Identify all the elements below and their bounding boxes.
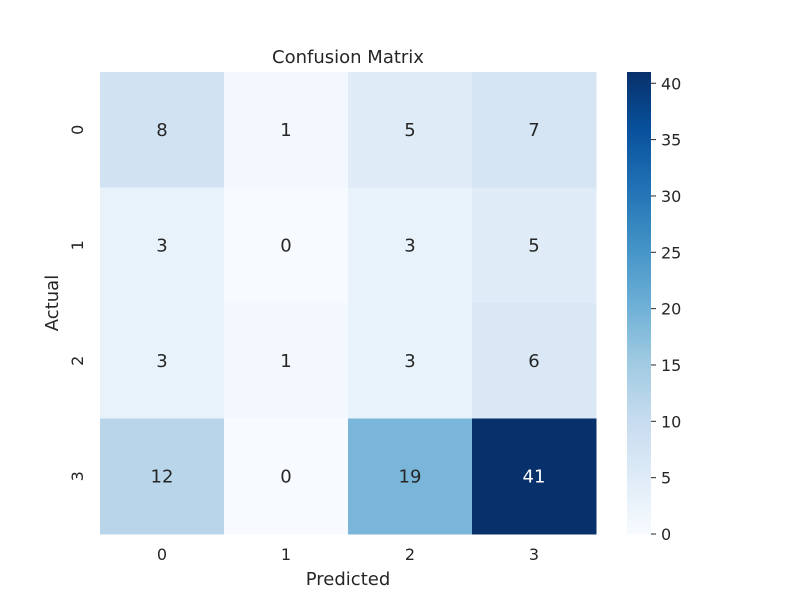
heatmap-cell [472, 187, 597, 304]
heatmap-cell [100, 72, 225, 188]
y-tick-label: 2 [68, 356, 87, 366]
heatmap-cell [100, 418, 225, 535]
y-tick-label: 0 [68, 125, 87, 135]
heatmap-cell [100, 187, 225, 304]
heatmap-cell-label: 12 [151, 466, 174, 487]
x-tick-label: 1 [281, 545, 291, 564]
colorbar-tick-label: 35 [661, 131, 681, 150]
heatmap-cell [224, 303, 349, 419]
heatmap-cell-label: 41 [523, 466, 546, 487]
heatmap-cell [472, 418, 597, 535]
y-tick-label: 1 [68, 240, 87, 250]
heatmap-cell-label: 3 [156, 351, 167, 372]
heatmap-cell-label: 8 [156, 120, 167, 141]
heatmap-cell [348, 418, 473, 535]
heatmap-cell [348, 72, 473, 188]
y-axis-ticks: 0 1 2 3 [68, 125, 87, 482]
heatmap-cell-label: 0 [280, 466, 291, 487]
heatmap-cell [348, 187, 473, 304]
colorbar-tick-label: 10 [661, 412, 681, 431]
heatmap-cell-label: 5 [404, 120, 415, 141]
y-tick-label: 3 [68, 471, 87, 481]
colorbar-tick-label: 5 [661, 469, 671, 488]
heatmap-cell-label: 5 [528, 235, 539, 256]
x-tick-label: 0 [157, 545, 167, 564]
heatmap-cell-label: 6 [528, 351, 539, 372]
heatmap-cell-labels: 8 1 5 7 3 0 3 5 3 1 3 6 12 0 19 41 [151, 120, 546, 488]
x-axis-ticks: 0 1 2 3 [157, 545, 539, 564]
x-axis-label: Predicted [306, 569, 391, 590]
colorbar-tick-label: 40 [661, 74, 681, 93]
x-tick-label: 2 [405, 545, 415, 564]
heatmap-cell-label: 1 [280, 351, 291, 372]
colorbar-tick-label: 0 [661, 525, 671, 544]
heatmap-cells [100, 72, 597, 535]
heatmap-cell-label: 3 [404, 235, 415, 256]
heatmap-cell [224, 72, 349, 188]
colorbar-tick-label: 30 [661, 187, 681, 206]
chart-title: Confusion Matrix [272, 47, 424, 68]
heatmap-cell [472, 303, 597, 419]
heatmap-cell [224, 187, 349, 304]
colorbar-tick-label: 25 [661, 243, 681, 262]
x-tick-label: 3 [529, 545, 539, 564]
colorbar-tick-label: 20 [661, 300, 681, 319]
heatmap-cell [472, 72, 597, 188]
heatmap-cell-label: 3 [404, 351, 415, 372]
heatmap-cell [348, 303, 473, 419]
colorbar [627, 72, 651, 534]
heatmap-cell-label: 0 [280, 235, 291, 256]
colorbar-ticks: 0 5 10 15 20 25 30 35 40 [651, 74, 681, 544]
heatmap-cell-label: 7 [528, 120, 539, 141]
colorbar-tick-label: 15 [661, 356, 681, 375]
heatmap-cell-label: 1 [280, 120, 291, 141]
heatmap-cell-label: 3 [156, 235, 167, 256]
heatmap-cell [100, 303, 225, 419]
heatmap-cell [224, 418, 349, 535]
heatmap-cell-label: 19 [399, 466, 422, 487]
y-axis-label: Actual [42, 275, 63, 331]
